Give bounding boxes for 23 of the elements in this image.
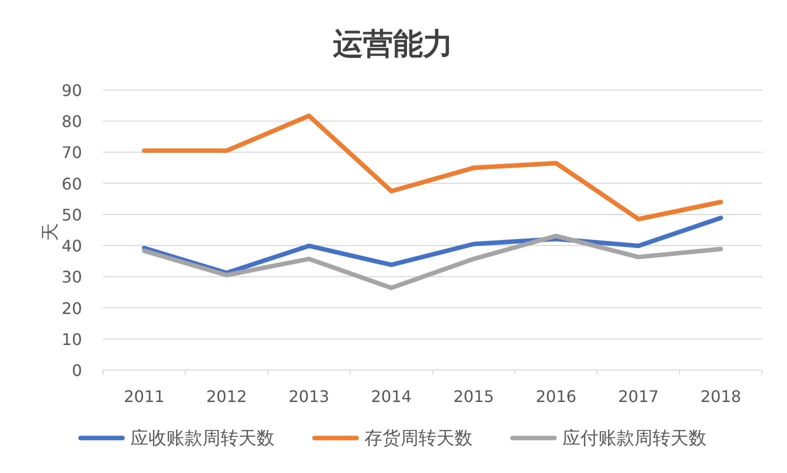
y-tick-label: 0 [72, 361, 82, 380]
y-tick-label: 30 [62, 268, 82, 287]
x-tick-label: 2014 [370, 387, 412, 406]
x-tick-label: 2013 [288, 387, 330, 406]
y-tick-label: 90 [62, 81, 82, 100]
x-tick-label: 2016 [536, 387, 576, 406]
chart-title: 运营能力 [332, 27, 453, 62]
y-tick-label: 50 [62, 205, 82, 224]
x-tick-label: 2017 [618, 387, 659, 406]
x-tick-label: 2011 [124, 387, 165, 406]
y-tick-label: 40 [62, 236, 82, 256]
y-tick-label: 80 [62, 112, 82, 132]
legend-label: 应收账款周转天数 [130, 428, 274, 449]
y-tick-label: 10 [62, 330, 82, 349]
y-tick-label: 20 [62, 298, 82, 318]
x-tick-label: 2012 [206, 387, 247, 406]
x-tick-label: 2015 [453, 387, 494, 406]
legend-label: 存货周转天数 [364, 428, 472, 449]
x-tick-label: 2018 [700, 387, 742, 406]
y-tick-label: 70 [62, 143, 82, 162]
legend-label: 应付账款周转天数 [562, 428, 706, 449]
y-axis-title: 天 [40, 223, 61, 241]
y-tick-label: 60 [62, 174, 82, 194]
